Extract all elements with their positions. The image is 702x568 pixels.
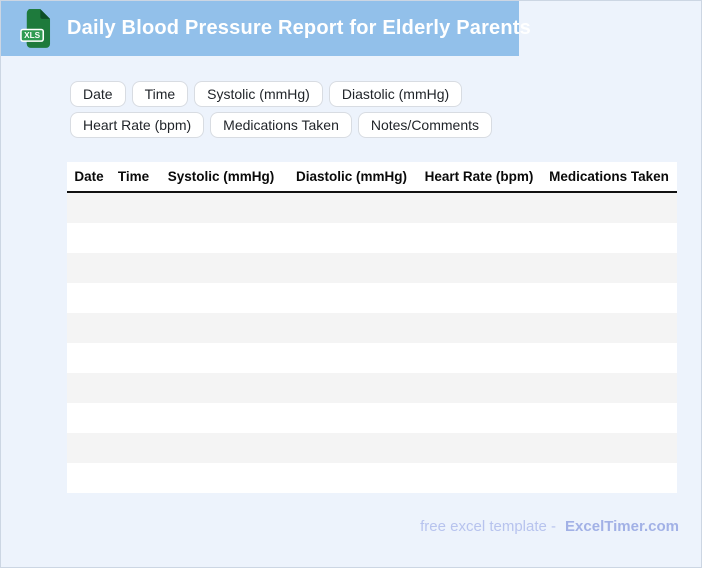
table-row: [67, 373, 677, 403]
chip-time[interactable]: Time: [131, 81, 189, 107]
column-header-systolic-mmhg: Systolic (mmHg): [167, 169, 275, 184]
table-row: [67, 223, 677, 253]
report-table: Date Time Systolic (mmHg) Diastolic (mmHg) H…: [67, 162, 677, 493]
table-row: [67, 313, 677, 343]
folded-corner-shape: [40, 9, 51, 19]
xls-file-icon: XLS: [20, 9, 51, 48]
column-header-time: Time: [117, 169, 150, 184]
column-header-heart-rate-bpm: Heart Rate (bpm): [424, 169, 534, 184]
table-row: [67, 193, 677, 223]
chip-diastolic-mmhg[interactable]: Diastolic (mmHg): [328, 81, 463, 107]
table-header-row: Date Time Systolic (mmHg) Diastolic (mmHg) H…: [67, 162, 677, 193]
column-chips-row: Date Time Systolic (mmHg) Diastolic (mmHg) H…: [70, 81, 592, 138]
footer-brand-link[interactable]: ExcelTimer.com: [565, 518, 679, 535]
chip-notes-comments[interactable]: Notes/Comments: [357, 112, 493, 138]
table-row: [67, 403, 677, 433]
table-row: [67, 433, 677, 463]
page-title: Daily Blood Pressure Report for Elderly …: [67, 17, 531, 39]
chip-systolic-mmhg[interactable]: Systolic (mmHg): [194, 81, 323, 107]
table-row: [67, 253, 677, 283]
chip-date[interactable]: Date: [70, 81, 126, 107]
table-row: [67, 343, 677, 373]
table-body: [67, 193, 677, 493]
chip-medications-taken[interactable]: Medications Taken: [210, 112, 352, 138]
table-row: [67, 283, 677, 313]
footer-text: free excel template -: [420, 518, 557, 535]
footer: free excel template - ExcelTimer.com: [420, 518, 679, 535]
column-header-date: Date: [74, 169, 104, 184]
header-band: XLS Daily Blood Pressure Report for Elde…: [1, 1, 531, 56]
chip-heart-rate-bpm[interactable]: Heart Rate (bpm): [70, 112, 205, 138]
table-row: [67, 463, 677, 493]
xls-badge: [20, 28, 45, 42]
xls-badge-label: XLS: [24, 31, 41, 40]
column-header-medications-taken: Medications Taken: [549, 169, 669, 184]
column-header-diastolic-mmhg: Diastolic (mmHg): [295, 169, 407, 184]
